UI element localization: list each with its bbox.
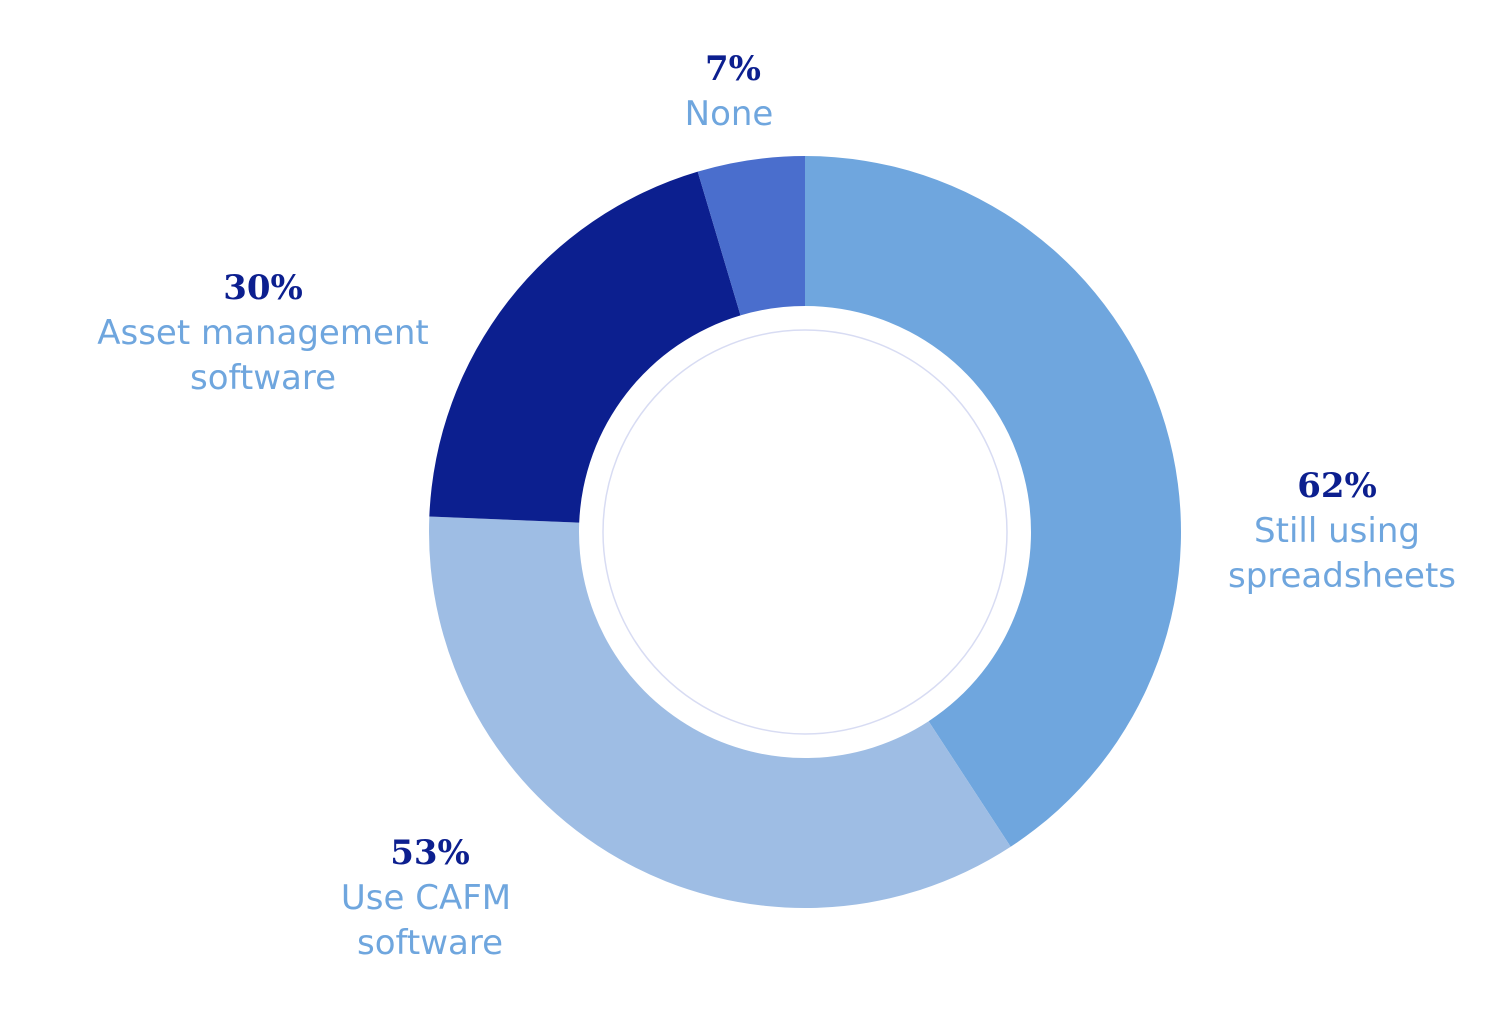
slice-label-group-none: 7% None [685,49,774,134]
donut-slice-0 [805,156,1181,847]
slice-category-label: spreadsheets [1228,556,1456,596]
slice-category-label: software [190,358,336,398]
donut-inner-ring [602,329,1008,735]
slice-value-label: 7% [705,49,761,89]
slice-category-label: Use CAFM [341,878,511,918]
slice-value-label: 30% [223,268,303,308]
donut-slice-1 [428,516,1011,908]
slice-value-label: 53% [390,833,470,873]
slice-label-group-spreadsheets: 62% Still using spreadsheets [1228,466,1456,596]
slice-category-label: Asset management [97,313,429,353]
slice-category-label: None [685,94,774,134]
slice-category-label: Still using [1254,511,1420,551]
slice-label-group-asset-management: 30% Asset management software [97,268,429,398]
donut-slices [428,156,1181,908]
donut-slice-3 [697,156,805,316]
donut-slice-2 [429,171,741,523]
slice-value-label: 62% [1297,466,1377,506]
slice-label-group-cafm: 53% Use CAFM software [341,833,511,963]
slice-category-label: software [357,923,503,963]
